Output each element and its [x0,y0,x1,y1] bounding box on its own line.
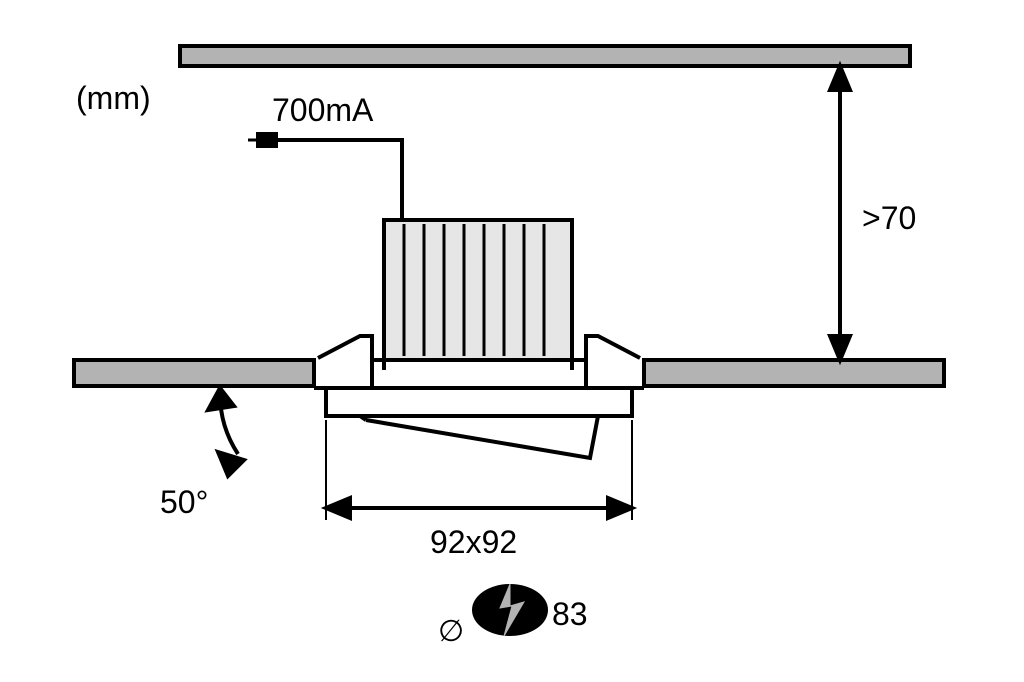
face-dim-label: 92x92 [430,524,517,561]
dim-face [326,420,632,520]
clearance-label: >70 [862,200,916,237]
tilt-angle-label: 50° [160,484,208,521]
dim-clearance [830,66,850,360]
face-trim [314,388,644,458]
dim-angle [208,388,244,476]
unit-label: (mm) [76,80,151,117]
cutout-label: 83 [552,596,588,633]
current-label: 700mA [272,92,373,129]
ceiling-left [74,360,314,386]
technical-diagram [0,0,1024,682]
ceiling-right [644,360,944,386]
cutout-symbol: ∅ [438,614,464,649]
top-bar [180,46,910,66]
cutout-icon [472,584,548,636]
power-wire [248,134,402,220]
